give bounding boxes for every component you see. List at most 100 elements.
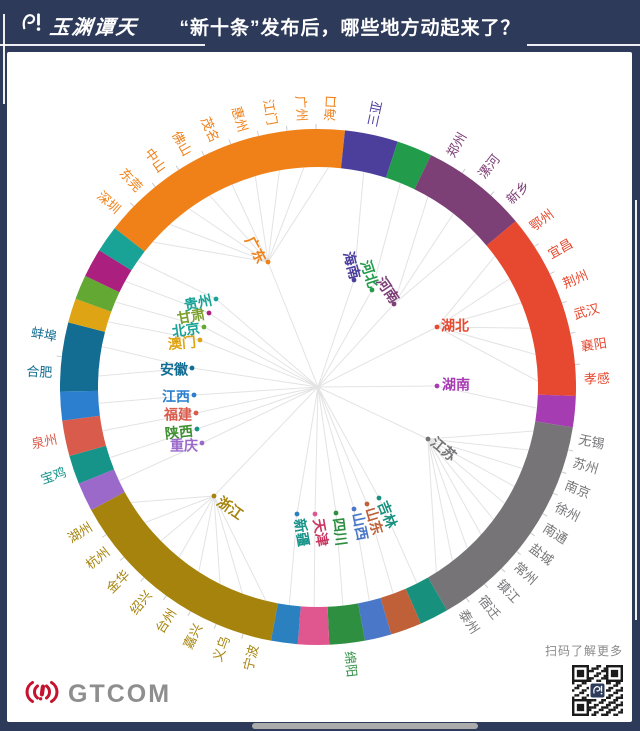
ring-segment: [414, 155, 516, 246]
content-card: 深圳 东莞 中山 佛山 茂名 惠州 江门 广州 海口 三亚 郑州 漯河 新乡 鄂州 宜昌 荆州 武汉 襄阳 孝感 无锡…: [7, 52, 632, 722]
ring-segment: [114, 128, 345, 252]
city-label: 宁波: [241, 643, 262, 672]
city-label: 荆州: [560, 267, 590, 291]
spider-lines: [98, 166, 539, 607]
province-hub-dot: [193, 410, 199, 416]
gtcom-logo: GTCOM: [25, 677, 171, 712]
ring-segment: [327, 603, 366, 645]
city-label: 苏州: [571, 455, 600, 477]
gtcom-wordmark: GTCOM: [68, 680, 172, 708]
ring-segment: [60, 322, 106, 392]
city-label: 茂名: [198, 115, 222, 145]
province-label: 天津: [310, 517, 331, 547]
header-bar: “新十条”发布后，哪些地方动起来了？ 玉渊谭天: [0, 0, 640, 52]
province-label: 福建: [163, 407, 192, 423]
ring-segment: [405, 577, 447, 624]
city-label: 鄂州: [527, 206, 557, 234]
deco-line-left-vertical: [3, 14, 5, 104]
city-label: 广州: [293, 95, 310, 122]
ring-segment: [75, 275, 120, 312]
province-hub-dot: [201, 324, 207, 330]
city-label: 江门: [260, 98, 279, 126]
ring-segment: [428, 421, 573, 611]
province-label: 新疆: [291, 517, 312, 547]
city-label: 海口: [322, 95, 338, 122]
city-label: 宜昌: [545, 236, 575, 262]
ring-segment: [297, 606, 330, 645]
province-label: 安徽: [160, 362, 189, 378]
city-label: 中山: [142, 145, 169, 175]
province-hub-dot: [434, 324, 440, 330]
deco-line-top-left: [0, 44, 205, 46]
ring-segment: [85, 250, 132, 293]
province-hub-dot: [189, 365, 195, 371]
gtcom-icon: [25, 677, 59, 712]
province-label: 海南: [341, 250, 364, 281]
city-label: 绍兴: [127, 588, 155, 618]
ring-segments: [60, 128, 576, 645]
province-label: 山西: [349, 511, 370, 542]
ring-segment: [380, 588, 421, 635]
city-label: 惠州: [229, 105, 251, 134]
deco-line-top-right: [527, 44, 640, 46]
province-hub-dot: [434, 383, 440, 389]
province-label: 北京: [171, 320, 201, 340]
city-label: 镇江: [494, 577, 523, 606]
ring-segment: [91, 491, 278, 641]
city-label: 杭州: [83, 544, 113, 572]
province-label: 贵州: [183, 292, 214, 313]
ring-segment: [60, 390, 100, 421]
home-indicator-bar: [252, 723, 478, 729]
city-label: 三亚: [365, 100, 385, 129]
qr-section: 扫码了解更多: [513, 642, 623, 721]
qr-caption: 扫码了解更多: [544, 644, 623, 658]
ring-segment: [486, 221, 576, 396]
city-label: 台州: [153, 606, 180, 636]
province-label: 浙江: [214, 493, 246, 522]
deco-line-right-vertical: [635, 200, 637, 620]
province-hub-dot: [294, 511, 300, 517]
province-hub-dot: [265, 259, 271, 265]
brand-mark-icon: [20, 10, 44, 41]
city-label: 嘉兴: [180, 621, 205, 651]
province-hub-dot: [351, 277, 357, 283]
city-label: 新乡: [503, 178, 532, 207]
ring-segment: [78, 469, 125, 511]
city-ticks: [56, 124, 581, 639]
city-label: 宿迁: [475, 592, 503, 622]
page-title: “新十条”发布后，哪些地方动起来了？: [179, 17, 521, 39]
city-label: 泉州: [30, 432, 58, 452]
ring-segment: [62, 415, 106, 456]
ring-segment: [341, 130, 398, 178]
ring-segment: [69, 445, 115, 484]
province-hub-dot: [211, 493, 217, 499]
city-label: 湖州: [65, 519, 95, 545]
city-label: 南通: [540, 520, 570, 546]
province-label: 澳门: [167, 334, 196, 352]
ring-segment: [68, 298, 112, 332]
province-hub-dot: [194, 426, 200, 432]
province-label: 山东: [363, 505, 386, 536]
city-label: 南京: [563, 478, 593, 502]
province-hub-dot: [364, 501, 370, 507]
province-hub-dot: [369, 287, 375, 293]
province-hub-dot: [376, 495, 382, 501]
city-label: 金华: [104, 567, 133, 596]
ring-segment: [535, 394, 576, 428]
city-label: 合肥: [26, 364, 53, 380]
city-label: 徐州: [552, 500, 582, 525]
province-hub-dot: [391, 301, 397, 307]
city-label: 无锡: [577, 432, 605, 452]
province-label: 四川: [330, 517, 349, 547]
brand-logo: 玉渊谭天: [20, 10, 139, 41]
province-label: 湖南: [442, 377, 470, 393]
province-hub-dot: [197, 337, 203, 343]
ring-segment: [270, 603, 301, 645]
province-label: 江西: [162, 389, 190, 405]
province-hub-dot: [312, 511, 318, 517]
province-hub-dot: [333, 510, 339, 516]
ring-segment: [358, 597, 392, 641]
province-label: 陕西: [164, 423, 194, 442]
brand-name: 玉渊谭天: [48, 17, 139, 39]
